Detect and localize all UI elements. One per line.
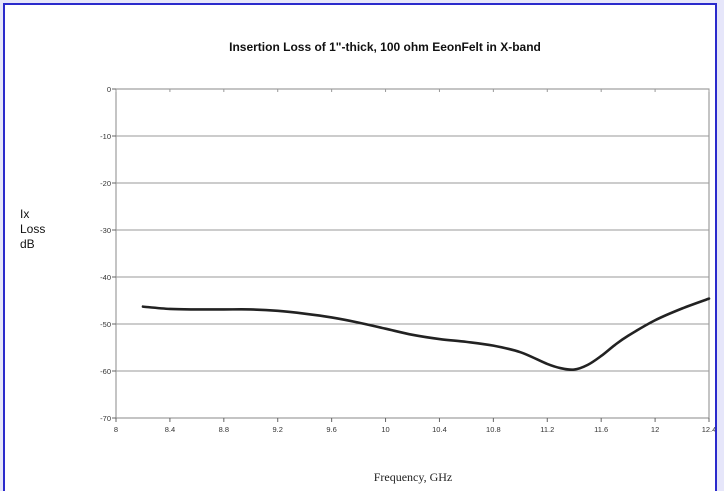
y-axis-label: Ix Loss dB: [20, 207, 45, 251]
y-tick-label: -10: [100, 132, 111, 141]
x-tick-label: 8.4: [165, 425, 175, 434]
plot-area: [115, 88, 710, 419]
y-axis-label-line-1: Ix: [20, 207, 29, 221]
x-tick-label: 8: [114, 425, 118, 434]
x-tick-label: 12.4: [702, 425, 715, 434]
x-tick-label: 12: [651, 425, 659, 434]
y-tick-label: -30: [100, 226, 111, 235]
series-line: [141, 297, 711, 372]
x-tick-label: 10: [381, 425, 389, 434]
x-tick-label: 11.2: [540, 425, 554, 434]
y-axis-label-line-3: dB: [20, 237, 35, 251]
y-tick-label: -70: [100, 414, 111, 423]
x-tick-label: 8.8: [219, 425, 229, 434]
x-axis-ticks: 8 8.4 8.8 9.2 9.6 10 10.4 10.8 11.2 11.6 12 12.4: [114, 89, 715, 434]
x-axis-label: Frequency, GHz: [374, 470, 453, 484]
x-tick-label: 11.6: [594, 425, 608, 434]
series: [141, 297, 711, 372]
y-tick-label: -50: [100, 320, 111, 329]
x-tick-label: 9.6: [326, 425, 336, 434]
y-axis-label-line-2: Loss: [20, 222, 45, 236]
x-tick-label: 9.2: [273, 425, 283, 434]
x-tick-label: 10.4: [432, 425, 447, 434]
chart-frame: Insertion Loss of 1"-thick, 100 ohm Eeon…: [3, 3, 717, 491]
y-axis-ticks: 0 -10 -20 -30 -40 -50 -60 -70: [100, 85, 116, 423]
grid: [116, 135, 709, 372]
chart-title: Insertion Loss of 1"-thick, 100 ohm Eeon…: [229, 40, 541, 54]
y-tick-label: -20: [100, 179, 111, 188]
y-tick-label: -60: [100, 367, 111, 376]
chart: Insertion Loss of 1"-thick, 100 ohm Eeon…: [20, 40, 715, 484]
x-tick-label: 10.8: [486, 425, 501, 434]
y-tick-label: 0: [107, 85, 111, 94]
y-tick-label: -40: [100, 273, 111, 282]
